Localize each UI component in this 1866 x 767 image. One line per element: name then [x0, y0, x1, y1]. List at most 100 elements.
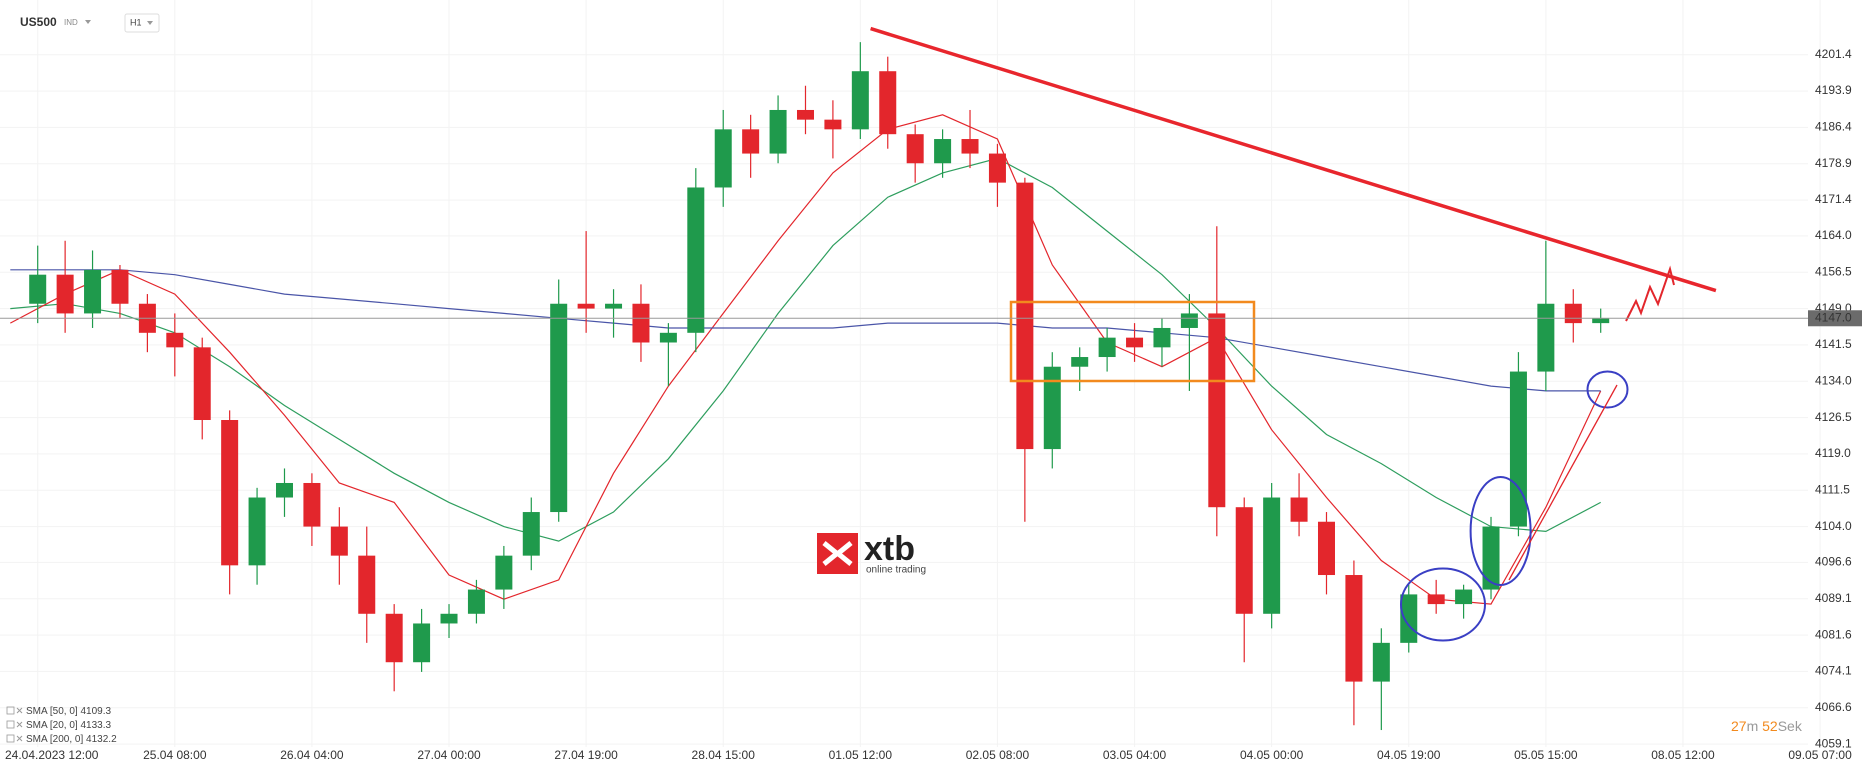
x-tick-label: 09.05 07:00 — [1788, 748, 1852, 762]
countdown-seconds: 52 — [1762, 718, 1778, 734]
dropdown-icon — [147, 21, 153, 25]
candle-body — [1427, 594, 1445, 605]
candle-body — [1263, 497, 1281, 614]
sma-line — [10, 157, 1601, 542]
candle-body — [961, 139, 979, 154]
range-box — [1009, 300, 1256, 383]
y-tick-label: 4141.5 — [1815, 337, 1852, 351]
legend-icon — [6, 720, 15, 729]
candle-body — [934, 139, 952, 164]
y-tick-label: 4096.6 — [1815, 555, 1852, 569]
candle-body — [577, 303, 595, 309]
candle-body — [1455, 589, 1473, 605]
legend-close[interactable] — [16, 735, 23, 742]
y-tick-label: 4156.5 — [1815, 264, 1852, 278]
grid — [0, 0, 1821, 747]
legend-entry: SMA [50, 0] 4109.3 — [26, 706, 112, 717]
y-tick-label: 4081.6 — [1815, 627, 1852, 641]
candle-body — [796, 109, 814, 120]
candle-body — [275, 482, 293, 498]
candle-body — [742, 129, 760, 154]
legend-name: SMA [200, 0] — [26, 734, 83, 745]
x-tick-label: 04.05 19:00 — [1377, 748, 1441, 762]
logo-x — [822, 541, 853, 566]
candles — [29, 42, 1610, 731]
y-tick-label: 4074.1 — [1815, 664, 1852, 678]
y-tick-label: 4089.1 — [1815, 591, 1852, 605]
logo-text: xtb — [864, 530, 915, 568]
candle-body — [550, 303, 568, 513]
axes: 4201.4 4193.9 4186.4 4178.9 4171.4 4164.0 4156… — [0, 47, 1862, 762]
candle-body — [1043, 366, 1061, 450]
y-tick-label: 4126.5 — [1815, 410, 1852, 424]
candle-body — [111, 269, 129, 304]
x-tick-label: 24.04.2023 12:00 — [5, 748, 99, 762]
candle-body — [84, 269, 102, 314]
candle-body — [769, 109, 787, 154]
candle-body — [879, 71, 897, 135]
sma-line — [10, 114, 1602, 605]
highlight-circle — [1469, 476, 1532, 586]
y-tick-label: 4164.0 — [1815, 228, 1852, 242]
candle-body — [358, 555, 376, 614]
y-tick-label: 4186.4 — [1815, 120, 1852, 134]
candle-body — [56, 274, 74, 314]
x-tick-label: 04.05 00:00 — [1240, 748, 1304, 762]
candle-body — [1345, 575, 1363, 682]
candle-body — [1126, 337, 1144, 348]
candle-body — [605, 303, 623, 309]
candle-body — [522, 512, 540, 556]
candle-body — [906, 134, 924, 164]
trend-line — [870, 26, 1717, 293]
candle-body — [1564, 303, 1582, 324]
countdown-minutes: 27 — [1731, 718, 1747, 734]
highlight-circle — [1400, 567, 1486, 642]
x-tick-label: 05.05 15:00 — [1514, 748, 1578, 762]
candle-body — [29, 274, 47, 304]
candle-body — [1400, 594, 1418, 643]
x-tick-label: 27.04 19:00 — [554, 748, 618, 762]
legend-close[interactable] — [16, 707, 23, 714]
countdown-minutes-unit: m — [1747, 718, 1759, 734]
legend-entry: SMA [20, 0] 4133.3 — [26, 720, 112, 731]
candle-body — [495, 555, 513, 590]
candle-body — [166, 332, 184, 348]
x-tick-label: 08.05 12:00 — [1651, 748, 1715, 762]
x-tick-label: 28.04 15:00 — [692, 748, 756, 762]
candle-body — [1098, 337, 1116, 358]
candle-body — [1208, 313, 1226, 508]
candle-body — [1235, 507, 1253, 614]
candle-body — [385, 613, 403, 663]
candle-body — [1537, 303, 1555, 372]
candle-body — [687, 187, 705, 333]
y-tick-label: 4193.9 — [1815, 83, 1852, 97]
dropdown-icon[interactable] — [85, 20, 91, 24]
legend-entry: SMA [200, 0] 4132.2 — [26, 734, 117, 745]
candle-body — [467, 589, 485, 614]
candle-body — [632, 303, 650, 343]
y-tick-label: 4178.9 — [1815, 156, 1852, 170]
candle-body — [1153, 327, 1171, 348]
candle-body — [248, 497, 266, 566]
x-tick-label: 02.05 08:00 — [966, 748, 1030, 762]
highlight-circle — [1586, 370, 1629, 409]
candle-body — [221, 420, 239, 566]
x-tick-label: 25.04 08:00 — [143, 748, 207, 762]
candle-body — [659, 332, 677, 343]
legend: SMA [50, 0] 4109.3 SMA [20, 0] 4133.3 SMA … — [6, 706, 117, 745]
candle-body — [1290, 497, 1308, 522]
timeframe-button[interactable] — [124, 13, 160, 33]
candle-body — [1016, 182, 1034, 450]
sma-line — [10, 269, 1601, 392]
candle-body — [824, 119, 842, 130]
last-price-box — [1808, 310, 1862, 327]
legend-icon — [6, 734, 15, 743]
legend-close[interactable] — [16, 721, 23, 728]
candle-body — [1180, 313, 1198, 328]
x-tick-label: 27.04 00:00 — [417, 748, 481, 762]
indicators — [10, 114, 1602, 605]
y-tick-label: 4059.1 — [1815, 736, 1852, 750]
candle-body — [193, 347, 211, 421]
y-tick-label: 4104.0 — [1815, 519, 1852, 533]
